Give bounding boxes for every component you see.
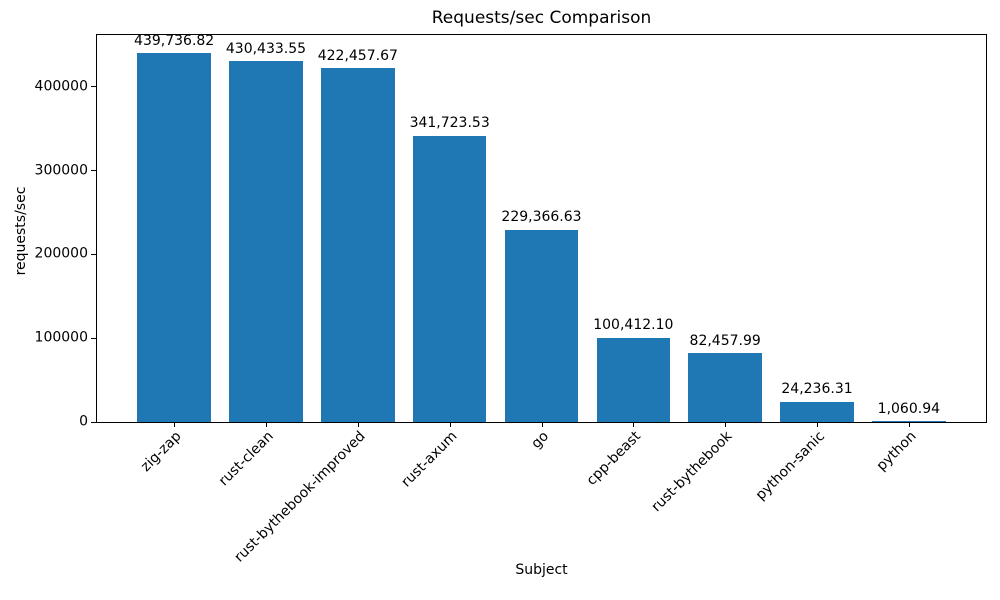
y-tick-label: 0 — [79, 413, 88, 430]
y-tick-mark — [91, 253, 96, 255]
x-tick-label-python: python — [873, 428, 920, 475]
bar-cpp-beast — [596, 337, 671, 422]
bar-zig-zap — [137, 53, 211, 422]
bar-rust-clean — [229, 61, 303, 422]
y-axis-label: requests/sec — [13, 186, 29, 276]
y-tick-label: 300000 — [34, 161, 88, 178]
x-axis-label: Subject — [515, 562, 568, 578]
x-tick-label-cpp-beast: cpp-beast — [583, 428, 644, 489]
x-tick-label-rust-clean: rust-clean — [215, 428, 277, 490]
x-tick-mark — [908, 422, 910, 427]
bar-value-label: 430,433.55 — [225, 40, 307, 57]
bar-value-label: 422,457.67 — [317, 47, 398, 64]
bar-value-label: 24,236.31 — [781, 381, 853, 398]
x-tick-label-zig-zap: zig-zap — [138, 428, 185, 475]
chart-title: Requests/sec Comparison — [431, 8, 652, 28]
y-tick-label: 200000 — [34, 245, 88, 262]
x-tick-mark — [357, 422, 359, 427]
bar-value-label: 229,366.63 — [501, 209, 582, 226]
bar-python — [872, 421, 946, 422]
y-tick-mark — [91, 170, 96, 172]
bar-value-label: 100,412.10 — [593, 317, 674, 334]
bar-rust-bythebook-improved — [321, 67, 395, 422]
bar-value-label: 439,736.82 — [134, 33, 215, 50]
x-tick-mark — [725, 422, 727, 427]
bar-go — [504, 229, 579, 422]
y-tick-mark — [91, 337, 96, 339]
x-tick-label-rust-bythebook: rust-bythebook — [648, 428, 736, 516]
x-tick-label-rust-axum: rust-axum — [398, 428, 461, 491]
x-tick-mark — [633, 422, 635, 427]
x-tick-mark — [541, 422, 543, 427]
x-tick-mark — [174, 422, 176, 427]
bar-rust-bythebook — [688, 352, 762, 422]
bar-value-label: 82,457.99 — [689, 332, 761, 349]
y-tick-label: 100000 — [34, 329, 88, 346]
x-tick-mark — [449, 422, 451, 427]
x-tick-label-python-sanic: python-sanic — [752, 428, 828, 504]
x-tick-label-go: go — [528, 428, 553, 452]
bar-rust-axum — [412, 135, 487, 422]
plot-area: 439,736.82 zig-zap 430,433.55 rust-clean 422… — [35, 33, 987, 565]
bar-python-sanic — [780, 401, 854, 422]
x-tick-mark — [817, 422, 819, 427]
bar-value-label: 1,060.94 — [877, 400, 941, 417]
y-tick-mark — [91, 421, 96, 423]
y-tick-mark — [91, 86, 96, 88]
bar-value-label: 341,723.53 — [409, 115, 490, 132]
y-tick-label: 400000 — [34, 78, 88, 95]
x-tick-mark — [265, 422, 267, 427]
